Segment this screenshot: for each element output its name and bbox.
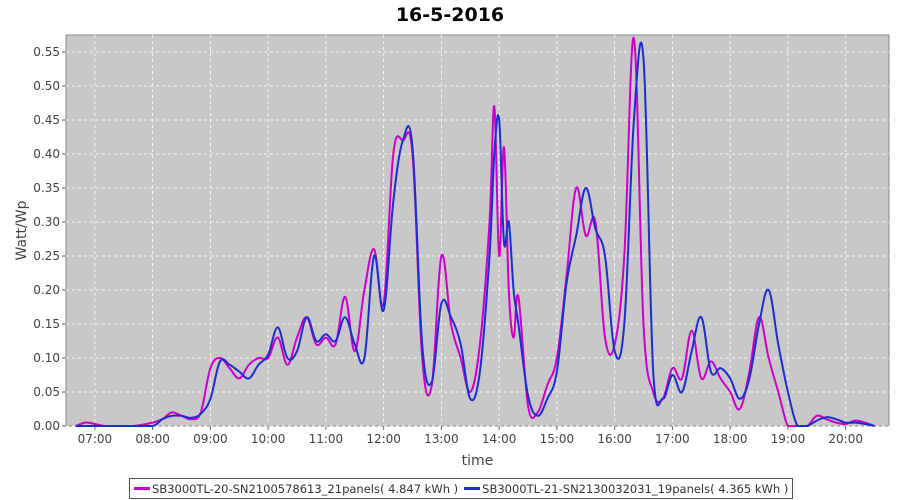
chart-title: 16-5-2016 [396,4,504,26]
y-axis-label: Watt/Wp [14,200,30,260]
legend: SB3000TL-20-SN2100578613_21panels( 4.847… [129,478,794,499]
y-axis: 0.00 0.05 0.10 0.15 0.20 0.25 0.30 0.35 0.40 0.45… [33,45,66,433]
x-tick-label: 17:00 [655,432,690,446]
x-tick-label: 19:00 [771,432,806,446]
x-tick-label: 11:00 [309,432,344,446]
legend-item-series-2: SB3000TL-21-SN2130032031_19panels( 4.365… [464,482,788,496]
x-tick-label: 09:00 [193,432,228,446]
y-tick-label: 0.10 [33,351,60,365]
y-tick-label: 0.40 [33,147,60,161]
legend-swatch [134,487,150,490]
x-tick-label: 16:00 [597,432,632,446]
series-layer [75,37,875,427]
x-tick-label: 14:00 [482,432,517,446]
y-tick-label: 0.00 [33,419,60,433]
legend-label: SB3000TL-21-SN2130032031_19panels( 4.365… [482,481,789,496]
x-tick-label: 10:00 [251,432,286,446]
y-tick-label: 0.35 [33,181,60,195]
y-tick-label: 0.50 [33,79,60,93]
x-tick-label: 08:00 [135,432,170,446]
legend-swatch [464,487,481,490]
legend-label: SB3000TL-20-SN2100578613_21panels( 4.847… [152,481,459,496]
y-tick-label: 0.30 [33,215,60,229]
x-tick-label: 12:00 [366,432,401,446]
series-line-1 [75,37,875,427]
x-axis-label: time [462,453,494,469]
x-tick-label: 20:00 [828,432,863,446]
legend-item-series-1: SB3000TL-20-SN2100578613_21panels( 4.847… [134,482,458,496]
y-tick-label: 0.20 [33,283,60,297]
y-tick-label: 0.15 [33,317,60,331]
y-tick-label: 0.25 [33,249,60,263]
x-tick-label: 13:00 [424,432,459,446]
x-tick-label: 15:00 [540,432,575,446]
x-axis: 07:00 08:00 09:00 10:00 11:00 12:00 13:00 14:00… [78,426,863,446]
x-tick-label: 18:00 [713,432,748,446]
series-line-2 [75,41,875,427]
y-tick-label: 0.55 [33,45,60,59]
x-tick-label: 07:00 [78,432,113,446]
y-tick-label: 0.05 [33,385,60,399]
y-tick-label: 0.45 [33,113,60,127]
